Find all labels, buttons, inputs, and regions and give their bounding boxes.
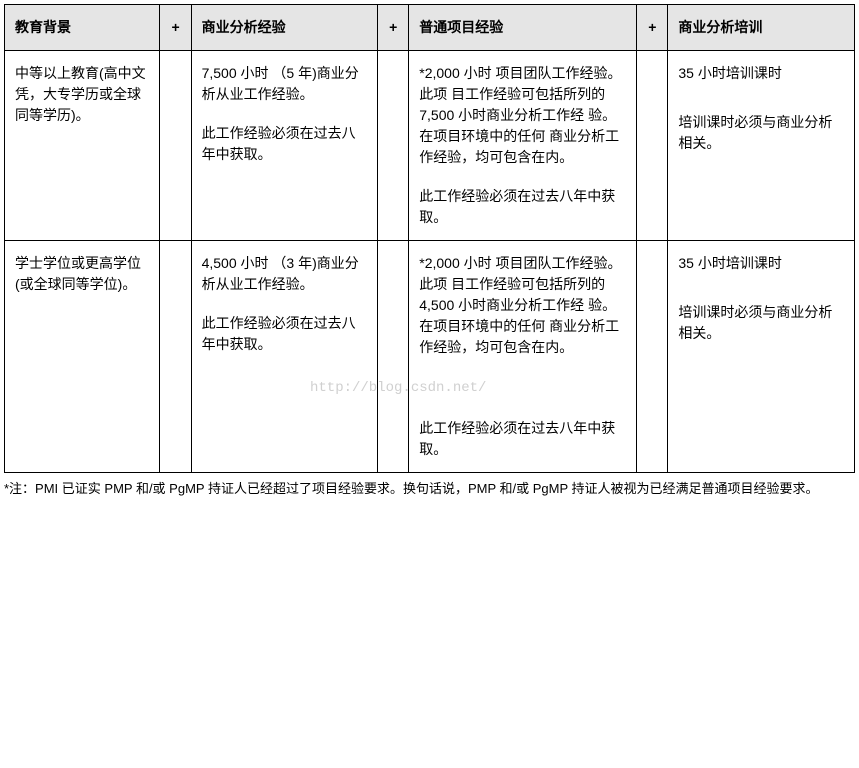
cell-ba-exp: 7,500 小时 （5 年)商业分析从业工作经验。 此工作经验必须在过去八年中获…	[191, 51, 378, 241]
header-ba-exp: 商业分析经验	[191, 5, 378, 51]
cell-plus	[637, 51, 668, 241]
header-plus-3: +	[637, 5, 668, 51]
requirements-table: 教育背景 + 商业分析经验 + 普通项目经验 + 商业分析培训 中等以上教育(高…	[4, 4, 855, 473]
table-body: 中等以上教育(高中文凭，大专学历或全球同等学历)。 7,500 小时 （5 年)…	[5, 51, 855, 473]
cell-ba-train: 35 小时培训课时 培训课时必须与商业分析相关。	[668, 241, 855, 473]
proj-exp-p1: *2,000 小时 项目团队工作经验。此项 目工作经验可包括所列的 4,500 …	[419, 253, 626, 358]
cell-proj-exp: *2,000 小时 项目团队工作经验。此项 目工作经验可包括所列的 7,500 …	[409, 51, 637, 241]
cell-edu: 中等以上教育(高中文凭，大专学历或全球同等学历)。	[5, 51, 160, 241]
ba-exp-p1: 7,500 小时 （5 年)商业分析从业工作经验。	[202, 63, 368, 105]
cell-plus	[378, 51, 409, 241]
cell-proj-exp: *2,000 小时 项目团队工作经验。此项 目工作经验可包括所列的 4,500 …	[409, 241, 637, 473]
ba-exp-p1: 4,500 小时 （3 年)商业分析从业工作经验。	[202, 253, 368, 295]
header-row: 教育背景 + 商业分析经验 + 普通项目经验 + 商业分析培训	[5, 5, 855, 51]
header-edu: 教育背景	[5, 5, 160, 51]
cell-plus	[378, 241, 409, 473]
proj-exp-p1: *2,000 小时 项目团队工作经验。此项 目工作经验可包括所列的 7,500 …	[419, 63, 626, 168]
cell-ba-exp: 4,500 小时 （3 年)商业分析从业工作经验。 此工作经验必须在过去八年中获…	[191, 241, 378, 473]
header-plus-1: +	[160, 5, 191, 51]
ba-train-p2: 培训课时必须与商业分析相关。	[678, 112, 844, 154]
ba-exp-p2: 此工作经验必须在过去八年中获取。	[202, 123, 368, 165]
ba-train-p1: 35 小时培训课时	[678, 63, 844, 84]
ba-exp-p2: 此工作经验必须在过去八年中获取。	[202, 313, 368, 355]
header-plus-2: +	[378, 5, 409, 51]
cell-ba-train: 35 小时培训课时 培训课时必须与商业分析相关。	[668, 51, 855, 241]
cell-plus	[637, 241, 668, 473]
cell-plus	[160, 241, 191, 473]
table-row: 中等以上教育(高中文凭，大专学历或全球同等学历)。 7,500 小时 （5 年)…	[5, 51, 855, 241]
footnote-text: *注：PMI 已证实 PMP 和/或 PgMP 持证人已经超过了项目经验要求。换…	[4, 479, 855, 499]
edu-text: 中等以上教育(高中文凭，大专学历或全球同等学历)。	[15, 63, 149, 126]
proj-exp-p2: 此工作经验必须在过去八年中获取。	[419, 186, 626, 228]
cell-plus	[160, 51, 191, 241]
edu-text: 学士学位或更高学位(或全球同等学位)。	[15, 253, 149, 295]
cell-edu: 学士学位或更高学位(或全球同等学位)。	[5, 241, 160, 473]
ba-train-p1: 35 小时培训课时	[678, 253, 844, 274]
header-ba-train: 商业分析培训	[668, 5, 855, 51]
proj-exp-p2: 此工作经验必须在过去八年中获取。	[419, 418, 626, 460]
header-proj-exp: 普通项目经验	[409, 5, 637, 51]
ba-train-p2: 培训课时必须与商业分析相关。	[678, 302, 844, 344]
table-row: 学士学位或更高学位(或全球同等学位)。 4,500 小时 （3 年)商业分析从业…	[5, 241, 855, 473]
